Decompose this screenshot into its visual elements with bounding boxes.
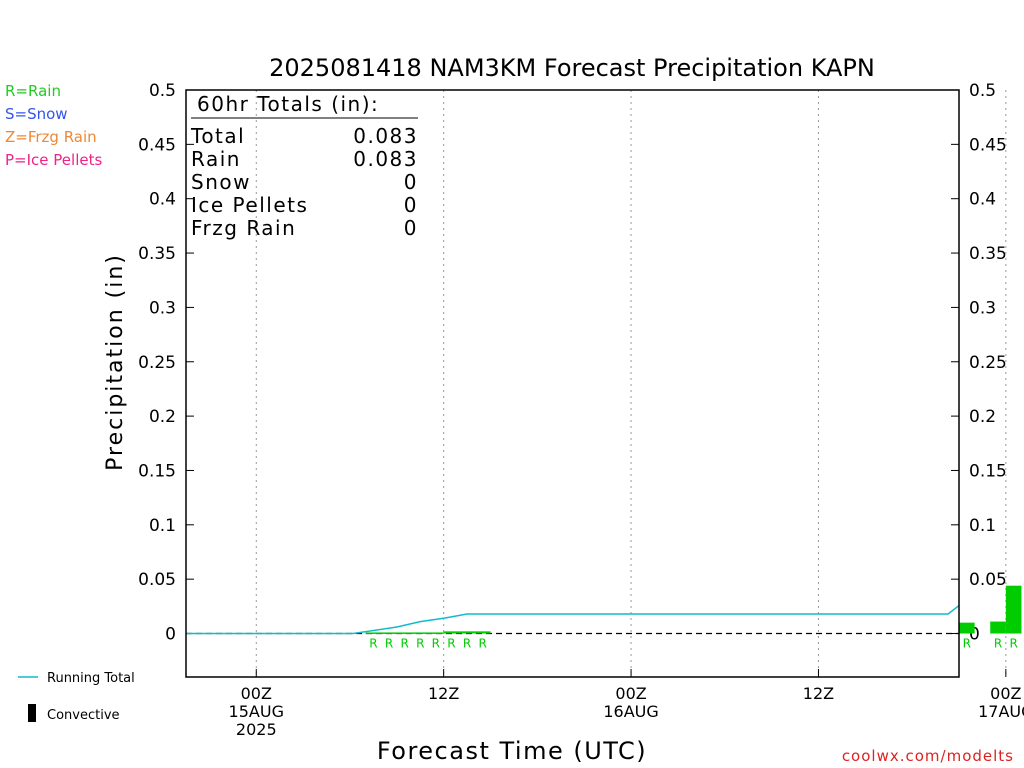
legend-type-entry: P=Ice Pellets bbox=[5, 151, 102, 169]
precip-type-label: R bbox=[385, 637, 393, 651]
precip-type-label: R bbox=[432, 637, 440, 651]
y-tick-label-left: 0.25 bbox=[138, 353, 176, 373]
y-tick-label-right: 0 bbox=[969, 625, 980, 645]
legend-type-entry: Z=Frzg Rain bbox=[5, 128, 97, 146]
x-axis-label: Forecast Time (UTC) bbox=[377, 737, 647, 765]
x-tick-label: 00Z bbox=[615, 684, 646, 703]
y-tick-label-right: 0.15 bbox=[969, 461, 1007, 481]
y-tick-label-right: 0.35 bbox=[969, 244, 1007, 264]
precip-type-label: R bbox=[400, 637, 408, 651]
y-tick-label-left: 0.1 bbox=[149, 516, 176, 536]
running-total-polyline bbox=[186, 604, 959, 635]
precip-type-label: R bbox=[963, 637, 971, 651]
rain-bar bbox=[474, 631, 491, 634]
rain-bar bbox=[365, 632, 382, 634]
precip-type-label: R bbox=[1009, 637, 1017, 651]
footer-credit: coolwx.com/modelts bbox=[842, 747, 1014, 765]
precip-type-label: R bbox=[369, 637, 377, 651]
x-tick-label: 17AUG bbox=[978, 702, 1024, 721]
legend-type-entry: R=Rain bbox=[5, 82, 61, 100]
y-tick-label-left: 0.3 bbox=[149, 298, 176, 318]
totals-row-value: 0 bbox=[404, 170, 418, 194]
y-axis-label: Precipitation (in) bbox=[103, 253, 128, 471]
y-tick-label-right: 0.3 bbox=[969, 298, 996, 318]
rain-bar bbox=[959, 622, 975, 634]
vertical-gridlines bbox=[186, 90, 1007, 677]
precip-type-label: R bbox=[463, 637, 471, 651]
totals-row-label: Total bbox=[190, 124, 245, 148]
totals-table: 60hr Totals (in): Total 0.083 Rain 0.083 Snow… bbox=[190, 92, 418, 240]
totals-row-value: 0 bbox=[404, 216, 418, 240]
chart-title: 2025081418 NAM3KM Forecast Precipitation… bbox=[269, 54, 875, 82]
totals-row-label: Snow bbox=[191, 170, 251, 194]
y-tick-label-right: 0.1 bbox=[969, 516, 996, 536]
x-tick-label: 2025 bbox=[236, 720, 277, 739]
totals-heading: 60hr Totals (in): bbox=[197, 92, 379, 116]
y-tick-label-left: 0.5 bbox=[149, 81, 176, 101]
y-axis-left: 0.5 0.45 0.4 0.35 0.3 0.25 0.2 0.15 0.1 0.05 0 bbox=[138, 81, 194, 645]
rain-bar bbox=[459, 631, 475, 634]
y-tick-label-left: 0.2 bbox=[149, 407, 176, 427]
totals-row-value: 0 bbox=[404, 193, 418, 217]
precip-type-label: R bbox=[479, 637, 487, 651]
plot-frame bbox=[185, 89, 960, 678]
x-tick-label: 16AUG bbox=[603, 702, 658, 721]
x-tick-label: 12Z bbox=[428, 684, 459, 703]
running-total-legend-label: Running Total bbox=[47, 671, 135, 686]
running-total-line bbox=[186, 604, 959, 635]
rain-bar bbox=[1005, 585, 1022, 634]
convective-swatch bbox=[28, 704, 36, 722]
precip-type-label: R bbox=[994, 637, 1002, 651]
totals-row-label: Frzg Rain bbox=[191, 216, 296, 240]
rain-bar bbox=[412, 632, 429, 634]
totals-row-value: 0.083 bbox=[353, 147, 418, 171]
rain-bar bbox=[381, 632, 397, 634]
line-legend: Running Total Convective bbox=[18, 671, 135, 723]
totals-row-label: Ice Pellets bbox=[191, 193, 308, 217]
y-tick-label-right: 0.05 bbox=[969, 570, 1007, 590]
y-tick-label-left: 0.15 bbox=[138, 461, 176, 481]
x-tick-label: 15AUG bbox=[229, 702, 284, 721]
y-tick-label-right: 0.2 bbox=[969, 407, 996, 427]
rain-bars bbox=[365, 585, 1022, 634]
convective-legend-label: Convective bbox=[47, 708, 120, 723]
precip-type-legend: R=Rain S=Snow Z=Frzg Rain P=Ice Pellets bbox=[5, 82, 102, 169]
totals-row-label: Rain bbox=[191, 147, 241, 171]
y-tick-label-left: 0.05 bbox=[138, 570, 176, 590]
legend-type-entry: S=Snow bbox=[5, 105, 68, 123]
rain-bar bbox=[990, 621, 1006, 634]
y-tick-label-left: 0 bbox=[165, 625, 176, 645]
y-tick-label-left: 0.4 bbox=[149, 190, 176, 210]
rain-bar bbox=[428, 632, 444, 634]
y-tick-label-left: 0.45 bbox=[138, 135, 176, 155]
x-tick-label: 12Z bbox=[803, 684, 834, 703]
y-axis-right: 0.5 0.45 0.4 0.35 0.3 0.25 0.2 0.15 0.1 0.05 0 bbox=[951, 81, 1007, 645]
precip-type-label: R bbox=[416, 637, 424, 651]
y-tick-label-right: 0.4 bbox=[969, 190, 996, 210]
totals-row-value: 0.083 bbox=[353, 124, 418, 148]
y-tick-label-right: 0.5 bbox=[969, 81, 996, 101]
x-tick-label: 00Z bbox=[990, 684, 1021, 703]
precip-type-label: R bbox=[447, 637, 455, 651]
y-tick-label-left: 0.35 bbox=[138, 244, 176, 264]
rain-bar bbox=[396, 632, 413, 634]
y-tick-label-right: 0.45 bbox=[969, 135, 1007, 155]
x-axis: 00Z15AUG202512Z00Z16AUG12Z00Z17AUG bbox=[229, 669, 1024, 739]
rain-bar bbox=[443, 631, 460, 634]
y-tick-label-right: 0.25 bbox=[969, 353, 1007, 373]
x-tick-label: 00Z bbox=[241, 684, 272, 703]
